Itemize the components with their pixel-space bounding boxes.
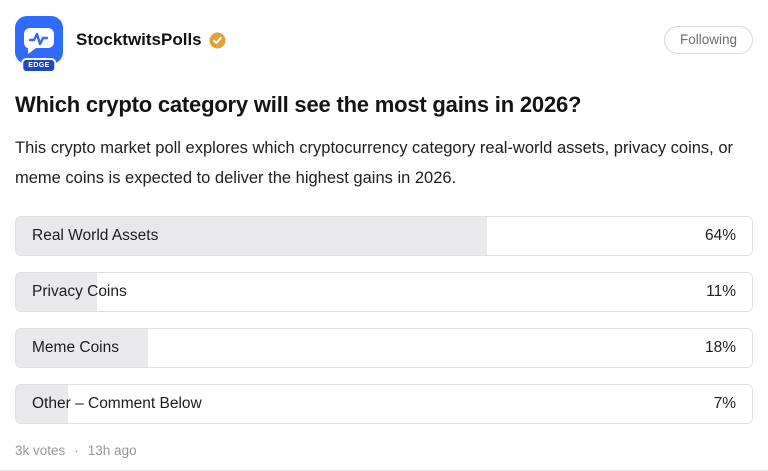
poll-option-meme-coins[interactable]: Meme Coins 18%	[15, 328, 753, 368]
card-header: EDGE StocktwitsPolls Following	[15, 16, 753, 73]
username[interactable]: StocktwitsPolls	[76, 30, 202, 49]
following-button[interactable]: Following	[663, 26, 753, 54]
poll-description: This crypto market poll explores which c…	[15, 139, 734, 187]
poll-option-label: Privacy Coins	[32, 283, 127, 300]
poll-option-fill-bar	[16, 217, 488, 255]
poll-option-percent: 11%	[706, 283, 736, 300]
poll-question: Which crypto category will see the most …	[15, 92, 582, 117]
poll-option-label: Real World Assets	[32, 227, 159, 244]
stocktwits-logo-icon	[15, 16, 63, 68]
poll-option-percent: 7%	[713, 395, 736, 412]
poll-option-label: Meme Coins	[32, 339, 119, 356]
poll-option-other[interactable]: Other – Comment Below 7%	[15, 384, 753, 424]
edge-badge: EDGE	[21, 58, 57, 73]
poll-option-fill-bar	[16, 385, 68, 423]
vote-count: 3k votes	[15, 443, 66, 458]
poll-option-percent: 64%	[704, 227, 736, 244]
username-row: StocktwitsPolls	[76, 30, 226, 50]
timestamp: 13h ago	[87, 443, 137, 458]
poll-option-fill-bar	[16, 329, 149, 367]
poll-footer: 3k votes · 13h ago	[15, 443, 753, 458]
poll-option-real-world-assets[interactable]: Real World Assets 64%	[15, 216, 753, 256]
poll-option-privacy-coins[interactable]: Privacy Coins 11%	[15, 272, 753, 312]
poll-option-label: Other – Comment Below	[32, 395, 202, 412]
avatar[interactable]: EDGE	[15, 16, 63, 73]
poll-option-fill-bar	[16, 273, 97, 311]
poll-options: Real World Assets 64% Privacy Coins 11% …	[15, 216, 753, 424]
footer-separator: ·	[74, 443, 79, 458]
verified-icon	[209, 32, 226, 49]
poll-option-percent: 18%	[704, 339, 736, 356]
